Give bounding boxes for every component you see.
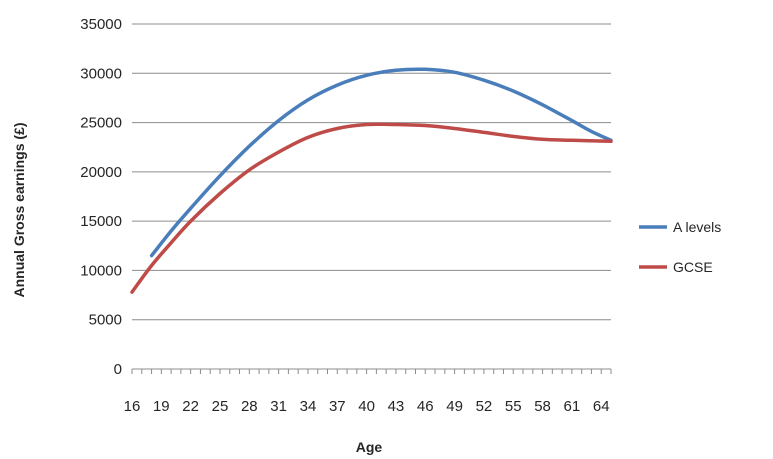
x-tick-label: 34 xyxy=(300,398,317,415)
y-tick-label: 30000 xyxy=(80,65,122,82)
x-tick-label: 43 xyxy=(388,398,405,415)
x-tick-label: 52 xyxy=(476,398,493,415)
legend: A levels GCSE xyxy=(639,219,721,275)
x-axis-title: Age xyxy=(356,439,383,455)
x-tick-label: 49 xyxy=(446,398,463,415)
x-tick-label: 61 xyxy=(564,398,581,415)
x-tick-label: 37 xyxy=(329,398,346,415)
x-tick-label: 16 xyxy=(124,398,141,415)
series-lines xyxy=(130,67,613,294)
x-tick-label: 58 xyxy=(534,398,551,415)
gridlines xyxy=(132,23,611,321)
series-line-gcse xyxy=(130,122,613,294)
x-tick-label: 31 xyxy=(270,398,287,415)
x-tick-labels: 16 19 22 25 28 31 34 37 40 43 46 49 52 55 58 61 64 xyxy=(124,398,610,415)
y-tick-label: 15000 xyxy=(80,213,122,230)
x-tick-label: 28 xyxy=(241,398,258,415)
series-line-a-levels xyxy=(149,67,613,258)
legend-label-a-levels: A levels xyxy=(673,219,721,235)
y-tick-label: 25000 xyxy=(80,115,122,132)
x-tick-label: 19 xyxy=(153,398,170,415)
y-tick-label: 20000 xyxy=(80,164,122,181)
y-axis-title: Annual Gross earnings (£) xyxy=(11,122,27,297)
y-tick-label: 0 xyxy=(114,361,122,378)
x-tick-label: 25 xyxy=(212,398,229,415)
x-tick-label: 22 xyxy=(182,398,199,415)
x-tick-label: 64 xyxy=(593,398,610,415)
y-tick-label: 10000 xyxy=(80,262,122,279)
y-tick-label: 35000 xyxy=(80,16,122,33)
x-tick-label: 40 xyxy=(358,398,375,415)
x-tick-label: 46 xyxy=(417,398,434,415)
y-tick-labels: 0 5000 10000 15000 20000 25000 30000 35000 xyxy=(80,16,122,378)
legend-label-gcse: GCSE xyxy=(673,259,713,275)
y-tick-label: 5000 xyxy=(89,312,122,329)
x-tick-label: 55 xyxy=(505,398,522,415)
x-axis xyxy=(131,368,612,374)
